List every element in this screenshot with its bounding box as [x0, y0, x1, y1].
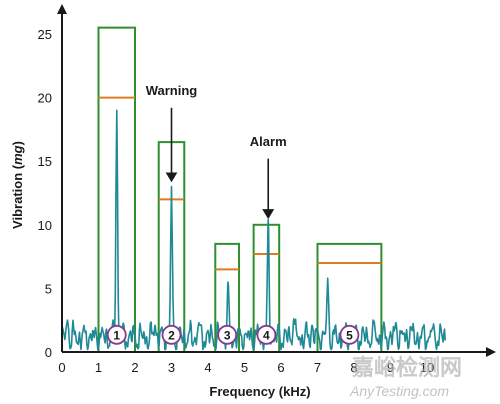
band-badge-number: 3 [224, 328, 231, 342]
x-tick-label: 2 [131, 360, 138, 375]
y-tick-label: 15 [38, 154, 52, 169]
y-tick-label: 25 [38, 27, 52, 42]
spectrum-layer [61, 109, 446, 351]
band-badge-number: 4 [263, 328, 270, 342]
y-axis-label-unit: mg [10, 145, 25, 165]
x-tick-label: 8 [350, 360, 357, 375]
x-tick-label: 9 [387, 360, 394, 375]
x-tick-label: 6 [277, 360, 284, 375]
annotation-label: Warning [146, 83, 198, 98]
band-badge-circle [106, 324, 127, 345]
watermark: 嘉峪检测网 AnyTesting.com [349, 355, 462, 399]
band-badge-number: 1 [113, 328, 120, 342]
y-tick-label: 10 [38, 218, 52, 233]
vibration-spectrum-line [61, 109, 446, 351]
x-tick-label: 7 [314, 360, 321, 375]
watermark-chinese: 嘉峪检测网 [352, 355, 462, 381]
threshold-bands [97, 26, 383, 354]
x-tick-label: 0 [58, 360, 65, 375]
watermark-english: AnyTesting.com [349, 383, 449, 399]
band-badge-number: 5 [346, 328, 353, 342]
annotations: Warning Alarm [146, 83, 287, 220]
y-tick-label: 5 [45, 281, 52, 296]
band-badge-number: 2 [168, 328, 175, 342]
band-badge-circle [217, 324, 238, 345]
y-tick-label: 20 [38, 91, 52, 106]
band-badge-circle [161, 324, 182, 345]
axes [57, 4, 496, 357]
y-axis-label-close: ) [10, 141, 25, 145]
y-axis-label-main: Vibration ( [10, 164, 25, 229]
y-axis-label: Vibration (mg) [10, 141, 25, 229]
band-number-badges: 1 2 3 4 5 [106, 324, 360, 345]
x-tick-label: 3 [168, 360, 175, 375]
x-tick-label: 5 [241, 360, 248, 375]
x-tick-label: 4 [204, 360, 211, 375]
annotation-label: Alarm [250, 134, 287, 149]
y-tick-label: 0 [45, 345, 52, 360]
band-badge-circle [256, 324, 277, 345]
x-axis-label: Frequency (kHz) [209, 384, 310, 399]
x-tick-label: 1 [95, 360, 102, 375]
band-badge-circle [339, 324, 360, 345]
x-tick-label: 10 [420, 360, 434, 375]
